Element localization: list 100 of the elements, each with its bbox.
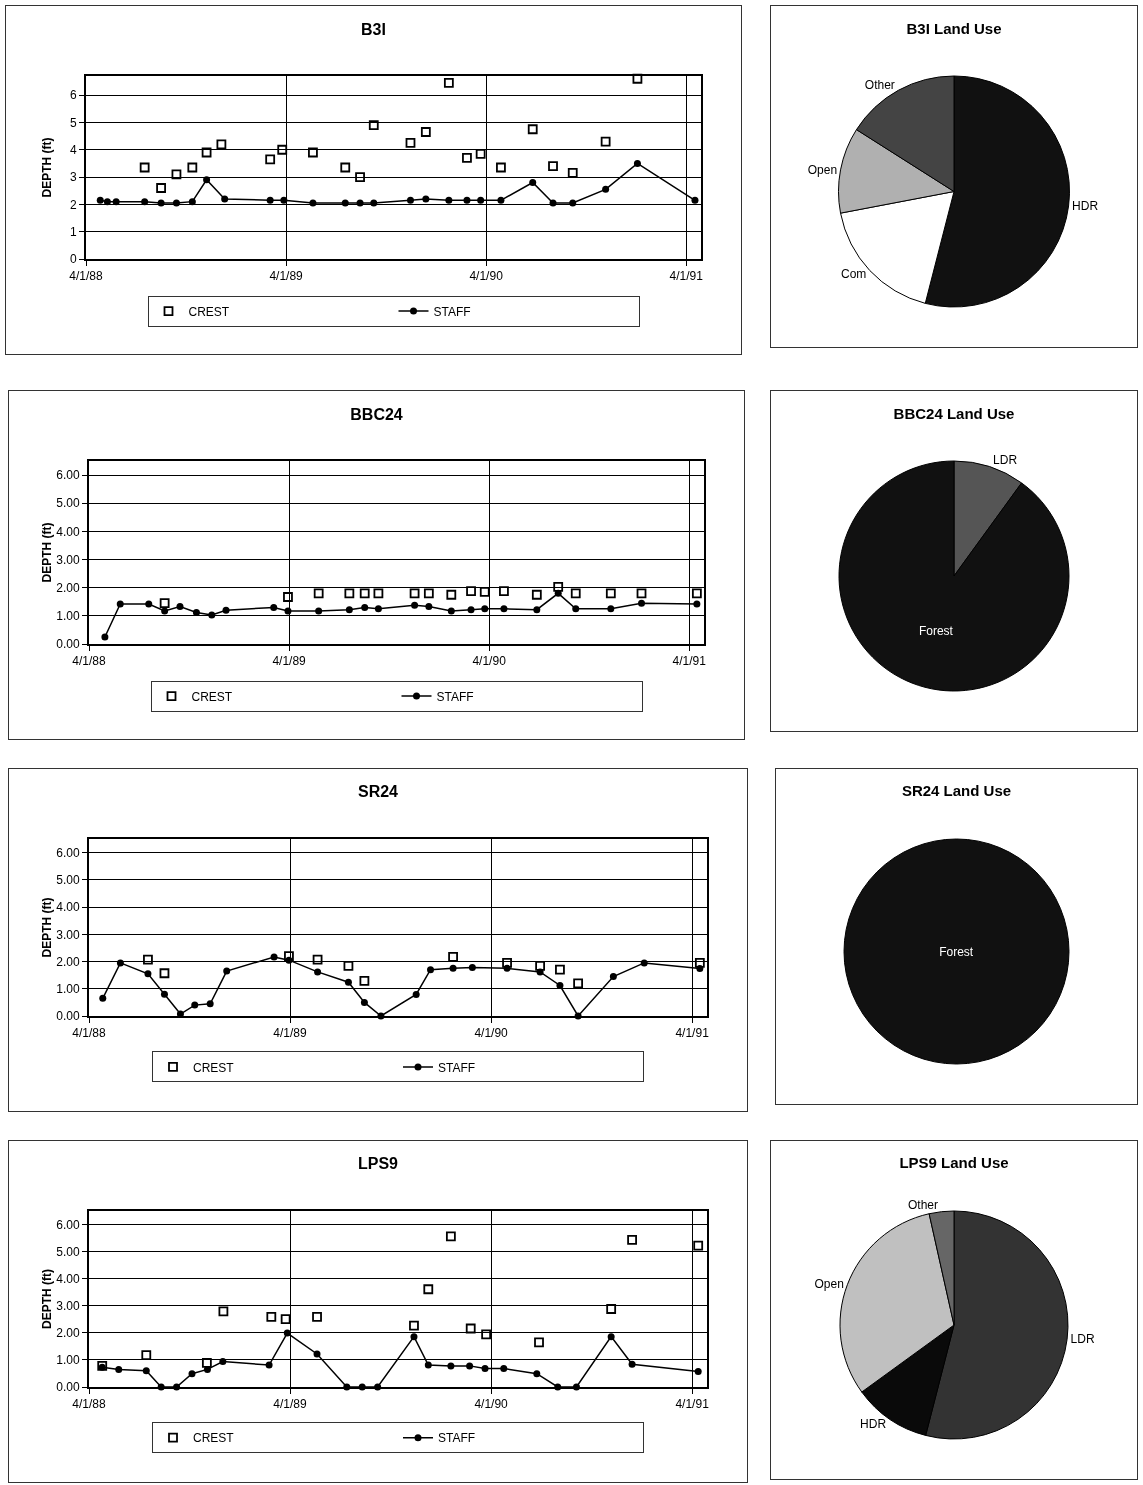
- point: [445, 196, 453, 204]
- point: [103, 198, 111, 206]
- point: [344, 588, 355, 599]
- point: [423, 1284, 434, 1295]
- point: [312, 1311, 322, 1322]
- point: [638, 599, 646, 607]
- point: [344, 978, 352, 986]
- point: [567, 168, 578, 178]
- y-tick-label: 0.00: [56, 1009, 80, 1024]
- point: [270, 603, 278, 611]
- point: [607, 605, 615, 613]
- point: [600, 136, 611, 147]
- point: [203, 176, 211, 184]
- x-tick-label: 4/1/89: [273, 1397, 308, 1412]
- x-tick-label: 4/1/91: [675, 1397, 710, 1412]
- point: [157, 199, 165, 207]
- point: [359, 975, 370, 986]
- point: [141, 1350, 152, 1360]
- point: [529, 179, 537, 187]
- slice-label: HDR: [860, 1417, 887, 1432]
- point: [570, 588, 581, 599]
- point: [424, 1361, 432, 1369]
- point: [359, 588, 370, 599]
- x-tick-label: 4/1/89: [269, 269, 304, 284]
- point: [607, 1333, 615, 1341]
- x-tick-label: 4/1/89: [273, 1026, 308, 1041]
- point: [368, 120, 379, 131]
- point: [112, 198, 120, 206]
- y-tick-label: 1.00: [56, 1353, 80, 1368]
- point: [555, 964, 565, 975]
- point: [446, 589, 457, 600]
- point: [192, 608, 200, 616]
- y-tick-label: 6.00: [56, 845, 80, 860]
- point: [499, 586, 509, 596]
- point: [409, 588, 420, 599]
- point: [549, 199, 557, 207]
- point: [691, 588, 702, 599]
- point: [423, 588, 434, 599]
- x-tick-label: 4/1/90: [474, 1397, 509, 1412]
- point: [308, 147, 318, 158]
- point: [266, 196, 274, 204]
- point: [553, 581, 564, 592]
- chart-title: LPS9: [357, 1155, 399, 1173]
- chart-title: B3I Land Use: [906, 19, 1002, 37]
- point: [145, 600, 153, 608]
- point: [497, 196, 505, 204]
- point: [343, 961, 354, 971]
- y-tick-label: 0: [69, 252, 77, 267]
- y-tick-label: 4.00: [56, 1271, 80, 1286]
- point: [188, 1370, 196, 1378]
- point: [373, 588, 384, 599]
- point: [187, 162, 198, 173]
- chart-title: LPS9 Land Use: [899, 1154, 1009, 1172]
- x-tick-label: 4/1/88: [72, 1397, 106, 1412]
- slice-label: HDR: [1072, 199, 1099, 214]
- point: [161, 607, 169, 615]
- slice-label: LDR: [1070, 1332, 1095, 1347]
- point: [632, 73, 643, 84]
- point: [640, 959, 648, 967]
- point: [481, 1365, 489, 1373]
- point: [556, 982, 564, 989]
- y-tick-label: 5.00: [56, 1244, 80, 1259]
- slice-label: Open: [807, 162, 838, 177]
- y-tick-label: 5: [69, 115, 77, 130]
- point: [548, 161, 558, 172]
- point: [314, 968, 322, 976]
- point: [265, 1361, 273, 1369]
- point: [481, 605, 489, 613]
- y-tick-label: 3.00: [56, 552, 80, 567]
- slice-label: Forest: [918, 623, 954, 638]
- x-tick-label: 4/1/90: [469, 269, 504, 284]
- point: [412, 990, 420, 998]
- point: [159, 968, 170, 979]
- point: [691, 196, 699, 204]
- slice-label: Other: [864, 77, 895, 92]
- point: [694, 1368, 702, 1376]
- y-axis-title: DEPTH (ft): [40, 1269, 55, 1329]
- point: [159, 598, 170, 609]
- x-tick-label: 4/1/90: [474, 1026, 509, 1041]
- point: [370, 199, 378, 207]
- legend-label: CREST: [188, 304, 230, 319]
- y-tick-label: 1: [69, 224, 77, 239]
- point: [208, 611, 216, 619]
- legend-label: STAFF: [438, 1060, 476, 1075]
- x-tick-label: 4/1/88: [72, 1026, 106, 1041]
- y-tick-label: 6.00: [56, 1217, 80, 1232]
- slice-label: LDR: [993, 453, 1018, 468]
- point: [277, 144, 288, 155]
- chart-title: B3I: [361, 20, 386, 38]
- point: [142, 1367, 150, 1375]
- point: [422, 195, 430, 203]
- point: [694, 958, 705, 968]
- y-tick-label: 6.00: [56, 468, 80, 483]
- point: [280, 196, 288, 204]
- point: [139, 162, 150, 173]
- chart-title: SR24: [357, 783, 399, 801]
- point: [569, 199, 577, 207]
- y-axis-title: DEPTH (ft): [40, 522, 55, 583]
- point: [500, 1365, 508, 1373]
- slice-label: Other: [907, 1197, 938, 1212]
